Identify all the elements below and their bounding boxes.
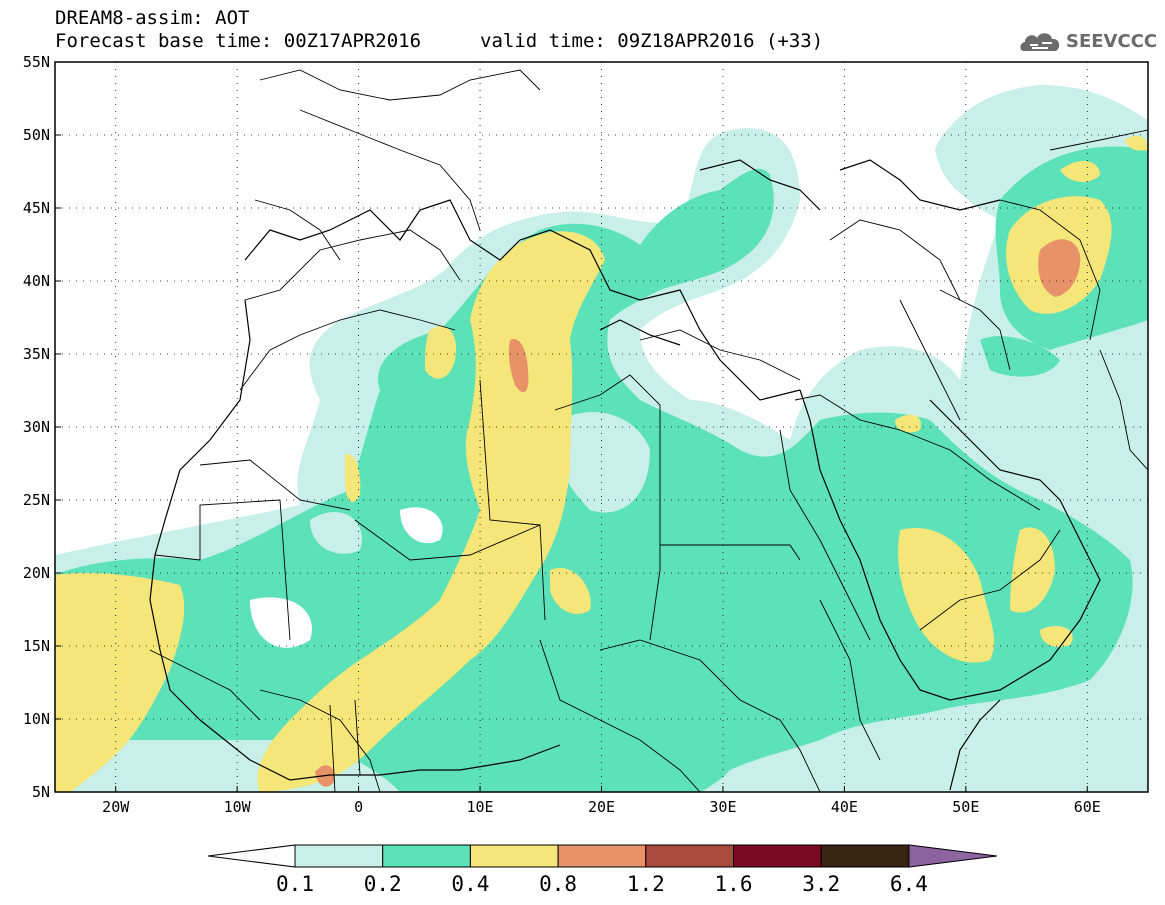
lon-tick-label: 50E: [952, 798, 979, 816]
map-title: DREAM8-assim: AOT: [55, 7, 250, 29]
coastlines: [149, 159, 1101, 791]
lat-tick-label: 20N: [23, 564, 50, 582]
lat-tick-label: 15N: [23, 637, 50, 655]
colorbar-label: 1.2: [626, 872, 665, 896]
forecast-base-time: Forecast base time: 00Z17APR2016: [55, 30, 422, 52]
lon-tick-label: 10E: [467, 798, 494, 816]
lon-tick-label: 20W: [102, 798, 130, 816]
valid-time: valid time: 09Z18APR2016 (+33): [480, 30, 824, 52]
colorbar-under-arrow: [207, 844, 296, 868]
aot-field: [55, 62, 1148, 792]
colorbar-label: 0.2: [363, 872, 402, 896]
lon-axis: 20W 10W 0 10E 20E 30E 40E 50E 60E: [102, 786, 1101, 816]
lat-tick-label: 30N: [23, 418, 50, 436]
lat-axis: 55N 50N 45N 40N 35N 30N 25N 20N 15N 10N 5N: [23, 53, 61, 801]
lon-tick-label: 0: [354, 798, 363, 816]
logo-text: SEEVCCC: [1066, 31, 1158, 52]
graticule: [55, 62, 1148, 792]
colorbar-label: 0.4: [451, 872, 490, 896]
colorbar-label: 0.1: [276, 872, 314, 896]
lon-tick-label: 60E: [1074, 798, 1101, 816]
colorbar-label: 1.6: [714, 872, 753, 896]
aot-band-0.8-1.2: [315, 239, 1081, 787]
colorbar-label: 0.8: [539, 872, 578, 896]
lat-tick-label: 50N: [23, 126, 50, 144]
colorbar-label: 6.4: [889, 872, 928, 896]
lat-tick-label: 40N: [23, 272, 50, 290]
lat-tick-label: 10N: [23, 710, 50, 728]
colorbar-label: 3.2: [802, 872, 841, 896]
colorbar-swatch: [294, 844, 384, 868]
country-borders: [149, 69, 1148, 792]
lon-tick-label: 40E: [831, 798, 858, 816]
lon-tick-label: 10W: [224, 798, 252, 816]
colorbar-swatch: [469, 844, 559, 868]
colorbar-swatch: [820, 844, 910, 868]
lon-tick-label: 20E: [588, 798, 615, 816]
colorbar-swatch: [733, 844, 822, 868]
lat-tick-label: 55N: [23, 53, 50, 71]
cloud-icon: [1020, 33, 1060, 51]
colorbar-swatch: [382, 844, 471, 868]
colorbar-over-arrow: [908, 844, 997, 868]
lon-tick-label: 30E: [709, 798, 736, 816]
lat-tick-label: 35N: [23, 345, 50, 363]
colorbar-swatch: [645, 844, 734, 868]
lat-tick-label: 5N: [32, 783, 50, 801]
colorbar: [207, 844, 997, 868]
colorbar-swatch: [557, 844, 647, 868]
lat-tick-label: 25N: [23, 491, 50, 509]
lat-tick-label: 45N: [23, 199, 50, 217]
